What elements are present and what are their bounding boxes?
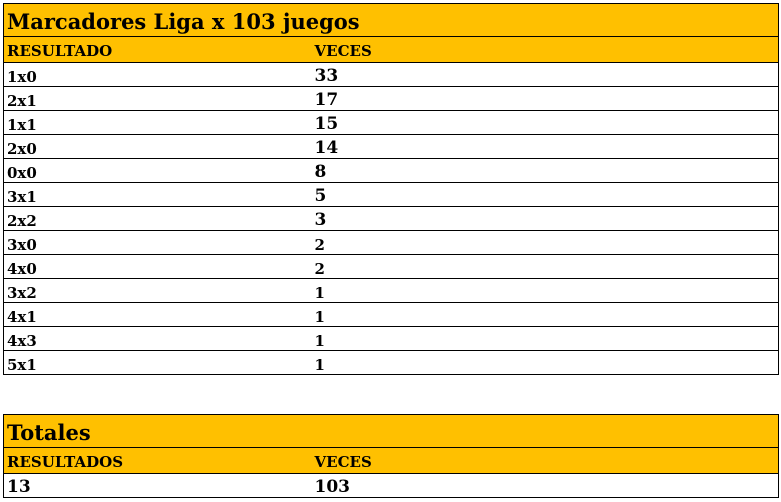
totals-title: Totales (2, 414, 780, 448)
cell-resultado: 0x0 (3, 158, 312, 183)
cell-veces: 2 (311, 230, 779, 255)
table-row: 1x1 15 (3, 110, 779, 135)
cell-resultado: 1x1 (3, 110, 312, 135)
column-header-resultados: RESULTADOS (3, 447, 312, 474)
results-table: Marcadores Liga x 103 juegos RESULTADO V… (3, 3, 779, 375)
table-row: 1x0 33 (3, 62, 779, 87)
table-row: 5x1 1 (3, 350, 779, 375)
cell-veces: 3 (311, 206, 779, 231)
cell-veces: 17 (311, 86, 779, 111)
totals-title-row: Totales (2, 414, 780, 448)
table-title-row: Marcadores Liga x 103 juegos (3, 3, 779, 37)
table-row: 4x3 1 (3, 326, 779, 351)
totals-row: 13 103 (3, 473, 780, 498)
table-row: 2x1 17 (3, 86, 779, 111)
total-veces-value: 103 (311, 473, 780, 498)
table-row: 0x0 8 (3, 158, 779, 183)
cell-veces: 15 (311, 110, 779, 135)
cell-veces: 1 (311, 350, 779, 375)
cell-resultado: 4x1 (3, 302, 312, 327)
cell-resultado: 3x1 (3, 182, 312, 207)
cell-resultado: 5x1 (3, 350, 312, 375)
table-row: 4x0 2 (3, 254, 779, 279)
column-header-veces: VECES (311, 36, 779, 63)
cell-veces: 5 (311, 182, 779, 207)
table-row: 4x1 1 (3, 302, 779, 327)
cell-resultado: 1x0 (3, 62, 312, 87)
totals-table: Totales RESULTADOS VECES 13 103 (2, 414, 780, 498)
table-row: 2x0 14 (3, 134, 779, 159)
table-header-row: RESULTADO VECES (3, 36, 779, 63)
table-row: 3x0 2 (3, 230, 779, 255)
cell-resultado: 3x0 (3, 230, 312, 255)
column-header-veces: VECES (311, 447, 780, 474)
cell-veces: 2 (311, 254, 779, 279)
cell-resultado: 2x0 (3, 134, 312, 159)
cell-veces: 8 (311, 158, 779, 183)
totals-header-row: RESULTADOS VECES (3, 447, 780, 474)
total-resultados-value: 13 (3, 473, 312, 498)
cell-veces: 1 (311, 326, 779, 351)
cell-veces: 1 (311, 302, 779, 327)
cell-veces: 33 (311, 62, 779, 87)
column-header-resultado: RESULTADO (3, 36, 312, 63)
cell-resultado: 2x1 (3, 86, 312, 111)
cell-veces: 14 (311, 134, 779, 159)
table-row: 3x1 5 (3, 182, 779, 207)
cell-veces: 1 (311, 278, 779, 303)
cell-resultado: 4x3 (3, 326, 312, 351)
cell-resultado: 3x2 (3, 278, 312, 303)
table-row: 2x2 3 (3, 206, 779, 231)
cell-resultado: 4x0 (3, 254, 312, 279)
table-row: 3x2 1 (3, 278, 779, 303)
cell-resultado: 2x2 (3, 206, 312, 231)
table-title: Marcadores Liga x 103 juegos (3, 3, 779, 37)
